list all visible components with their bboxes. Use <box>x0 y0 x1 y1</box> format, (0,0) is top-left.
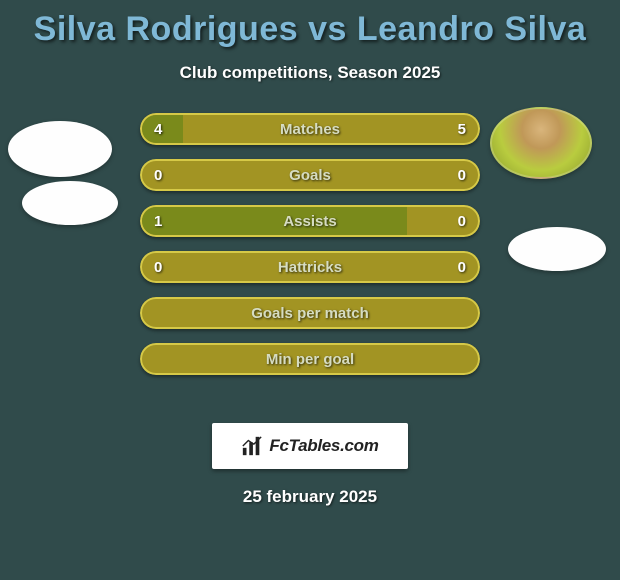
fctables-logo[interactable]: FcTables.com <box>212 423 408 469</box>
bar-value-right: 0 <box>458 251 466 283</box>
chart-icon <box>241 435 263 457</box>
bar-row: Goals per match <box>140 297 480 329</box>
player-right-avatar-2 <box>508 227 606 271</box>
player-right-avatar-1 <box>490 107 592 179</box>
page-title: Silva Rodrigues vs Leandro Silva <box>0 0 620 49</box>
bar-row: Min per goal <box>140 343 480 375</box>
bar-label: Goals per match <box>140 297 480 329</box>
player-left-avatar-1 <box>8 121 112 177</box>
logo-text: FcTables.com <box>269 436 378 456</box>
bar-label: Hattricks <box>140 251 480 283</box>
bar-value-left: 0 <box>154 159 162 191</box>
bar-value-left: 1 <box>154 205 162 237</box>
bar-label: Min per goal <box>140 343 480 375</box>
bar-row: Goals0 0 <box>140 159 480 191</box>
bar-value-left: 4 <box>154 113 162 145</box>
bar-value-right: 0 <box>458 159 466 191</box>
subtitle: Club competitions, Season 2025 <box>0 63 620 83</box>
bar-row: Assists1 0 <box>140 205 480 237</box>
bar-label: Assists <box>140 205 480 237</box>
bar-row: Matches4 5 <box>140 113 480 145</box>
player-left-avatar-2 <box>22 181 118 225</box>
bar-value-right: 0 <box>458 205 466 237</box>
bar-row: Hattricks0 0 <box>140 251 480 283</box>
bar-value-left: 0 <box>154 251 162 283</box>
bar-label: Goals <box>140 159 480 191</box>
date-text: 25 february 2025 <box>0 487 620 507</box>
bar-list: Matches45Goals00Assists10Hattricks00Goal… <box>140 113 480 389</box>
comparison-chart: Matches45Goals00Assists10Hattricks00Goal… <box>0 113 620 413</box>
bar-value-right: 5 <box>458 113 466 145</box>
bar-label: Matches <box>140 113 480 145</box>
